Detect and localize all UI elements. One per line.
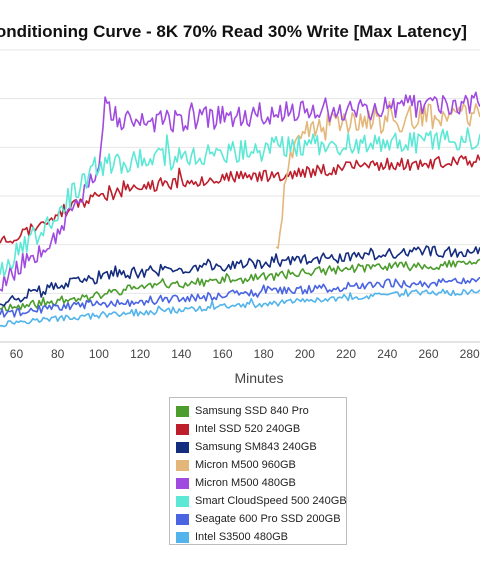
legend-swatch xyxy=(176,531,189,543)
legend-swatch xyxy=(176,441,189,453)
x-tick-label: 120 xyxy=(130,347,150,361)
legend-swatch xyxy=(176,513,189,525)
legend-label: Samsung SM843 240GB xyxy=(195,441,317,453)
x-tick-label: 220 xyxy=(336,347,356,361)
legend-item[interactable]: Micron M500 960GB xyxy=(170,456,346,474)
legend-item[interactable]: Samsung SM843 240GB xyxy=(170,438,346,456)
series-line xyxy=(0,127,480,277)
legend-item[interactable]: Seagate 600 Pro SSD 200GB xyxy=(170,510,346,528)
x-tick-label: 160 xyxy=(212,347,232,361)
legend-swatch xyxy=(176,495,189,507)
x-axis: 60 80 100 120 140 160 180 200 220 240 260 280 xyxy=(10,347,480,361)
series-line xyxy=(275,101,480,249)
legend-label: Smart CloudSpeed 500 240GB xyxy=(195,495,347,507)
chart-title: Preconditioning Curve - 8K 70% Read 30% … xyxy=(0,22,467,41)
legend-label: Intel SSD 520 240GB xyxy=(195,423,301,435)
x-tick-label: 60 xyxy=(10,347,24,361)
series-line xyxy=(0,91,480,292)
x-tick-label: 80 xyxy=(51,347,65,361)
legend: Samsung SSD 840 Pro Intel SSD 520 240GB Sa… xyxy=(169,397,347,545)
legend-swatch xyxy=(176,405,189,417)
legend-label: Seagate 600 Pro SSD 200GB xyxy=(195,513,341,525)
series-line xyxy=(0,276,480,318)
x-tick-label: 260 xyxy=(418,347,438,361)
series-line xyxy=(0,288,480,328)
legend-swatch xyxy=(176,477,189,489)
legend-label: Micron M500 480GB xyxy=(195,477,296,489)
x-tick-label: 180 xyxy=(254,347,274,361)
x-tick-label: 200 xyxy=(295,347,315,361)
legend-item[interactable]: Intel SSD 520 240GB xyxy=(170,420,346,438)
x-tick-label: 240 xyxy=(377,347,397,361)
x-tick-label: 140 xyxy=(171,347,191,361)
legend-item[interactable]: Micron M500 480GB xyxy=(170,474,346,492)
legend-item[interactable]: Smart CloudSpeed 500 240GB xyxy=(170,492,347,510)
x-tick-label: 100 xyxy=(89,347,109,361)
legend-label: Samsung SSD 840 Pro xyxy=(195,405,309,417)
x-tick-label: 280 xyxy=(460,347,480,361)
legend-item[interactable]: Intel S3500 480GB xyxy=(170,528,346,546)
series-line xyxy=(0,258,480,312)
plot-area xyxy=(0,91,480,328)
legend-item[interactable]: Samsung SSD 840 Pro xyxy=(170,402,346,420)
series-line xyxy=(0,154,480,244)
legend-swatch xyxy=(176,459,189,471)
legend-label: Micron M500 960GB xyxy=(195,459,296,471)
x-axis-title: Minutes xyxy=(234,370,283,386)
series-line xyxy=(0,245,480,307)
legend-swatch xyxy=(176,423,189,435)
legend-label: Intel S3500 480GB xyxy=(195,531,288,543)
